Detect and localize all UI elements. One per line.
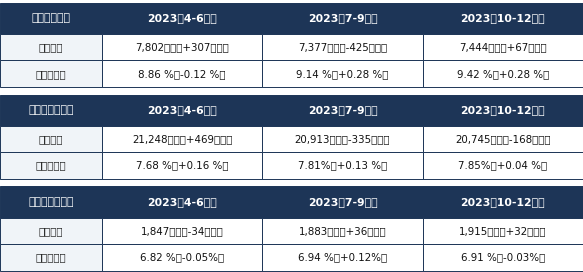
Bar xyxy=(423,34,583,60)
Bar xyxy=(0,95,102,126)
Bar xyxy=(423,3,583,34)
Text: 9.14 %（+0.28 %）: 9.14 %（+0.28 %） xyxy=(296,69,389,79)
Bar xyxy=(262,186,423,218)
Bar xyxy=(262,218,423,244)
Text: 21,248万円（+469万円）: 21,248万円（+469万円） xyxy=(132,134,233,144)
Text: 2023年10-12月期: 2023年10-12月期 xyxy=(461,197,545,207)
Bar xyxy=(0,60,102,87)
Bar xyxy=(102,126,262,152)
Text: 20,913万円（-335万円）: 20,913万円（-335万円） xyxy=(295,134,390,144)
Bar xyxy=(262,34,423,60)
Bar xyxy=(423,126,583,152)
Bar xyxy=(423,244,583,271)
Bar xyxy=(423,152,583,179)
Bar xyxy=(0,218,102,244)
Bar xyxy=(262,126,423,152)
Bar xyxy=(102,34,262,60)
Bar xyxy=(262,95,423,126)
Text: 7.68 %（+0.16 %）: 7.68 %（+0.16 %） xyxy=(136,160,229,171)
Text: 表面利回り: 表面利回り xyxy=(36,69,66,79)
Text: 2023年4-6月期: 2023年4-6月期 xyxy=(147,197,217,207)
Bar xyxy=(0,152,102,179)
Bar xyxy=(423,95,583,126)
Bar xyxy=(262,60,423,87)
Bar xyxy=(0,3,102,34)
Text: 2023年7-9月期: 2023年7-9月期 xyxy=(308,105,377,115)
Bar xyxy=(102,95,262,126)
Text: 1,847万円（-34万円）: 1,847万円（-34万円） xyxy=(141,226,223,236)
Text: 1,883万円（+36万円）: 1,883万円（+36万円） xyxy=(298,226,387,236)
Bar xyxy=(102,3,262,34)
Text: 一棲アパート: 一棲アパート xyxy=(31,13,71,23)
Bar xyxy=(423,186,583,218)
Text: 区分マンション: 区分マンション xyxy=(28,197,74,207)
Text: 7,377万円（-425万円）: 7,377万円（-425万円） xyxy=(298,42,387,52)
Text: 2023年4-6月期: 2023年4-6月期 xyxy=(147,105,217,115)
Text: 表面利回り: 表面利回り xyxy=(36,160,66,171)
Bar xyxy=(262,3,423,34)
Text: 7,444万円（+67万円）: 7,444万円（+67万円） xyxy=(459,42,547,52)
Bar xyxy=(102,152,262,179)
Text: 20,745万円（-168万円）: 20,745万円（-168万円） xyxy=(455,134,550,144)
Text: 6.82 %（-0.05%）: 6.82 %（-0.05%） xyxy=(140,252,224,262)
Text: 6.91 %（-0.03%）: 6.91 %（-0.03%） xyxy=(461,252,545,262)
Text: 物件価格: 物件価格 xyxy=(38,134,64,144)
Text: 2023年7-9月期: 2023年7-9月期 xyxy=(308,13,377,23)
Bar xyxy=(102,218,262,244)
Text: 表面利回り: 表面利回り xyxy=(36,252,66,262)
Text: 8.86 %（-0.12 %）: 8.86 %（-0.12 %） xyxy=(138,69,226,79)
Bar xyxy=(423,60,583,87)
Bar xyxy=(0,244,102,271)
Bar xyxy=(102,186,262,218)
Text: 7.81%（+0.13 %）: 7.81%（+0.13 %） xyxy=(298,160,387,171)
Bar xyxy=(102,244,262,271)
Bar xyxy=(0,34,102,60)
Bar xyxy=(262,244,423,271)
Text: 7.85%（+0.04 %）: 7.85%（+0.04 %） xyxy=(458,160,547,171)
Text: 7,802万円（+307万円）: 7,802万円（+307万円） xyxy=(135,42,229,52)
Bar xyxy=(0,126,102,152)
Text: 9.42 %（+0.28 %）: 9.42 %（+0.28 %） xyxy=(456,69,549,79)
Text: 物件価格: 物件価格 xyxy=(38,226,64,236)
Text: 一棲マンション: 一棲マンション xyxy=(28,105,74,115)
Text: 2023年4-6月期: 2023年4-6月期 xyxy=(147,13,217,23)
Bar xyxy=(262,152,423,179)
Text: 1,915万円（+32万円）: 1,915万円（+32万円） xyxy=(459,226,547,236)
Text: 物件価格: 物件価格 xyxy=(38,42,64,52)
Text: 6.94 %（+0.12%）: 6.94 %（+0.12%） xyxy=(298,252,387,262)
Text: 2023年7-9月期: 2023年7-9月期 xyxy=(308,197,377,207)
Text: 2023年10-12月期: 2023年10-12月期 xyxy=(461,13,545,23)
Text: 2023年10-12月期: 2023年10-12月期 xyxy=(461,105,545,115)
Bar xyxy=(423,218,583,244)
Bar xyxy=(102,60,262,87)
Bar xyxy=(0,186,102,218)
